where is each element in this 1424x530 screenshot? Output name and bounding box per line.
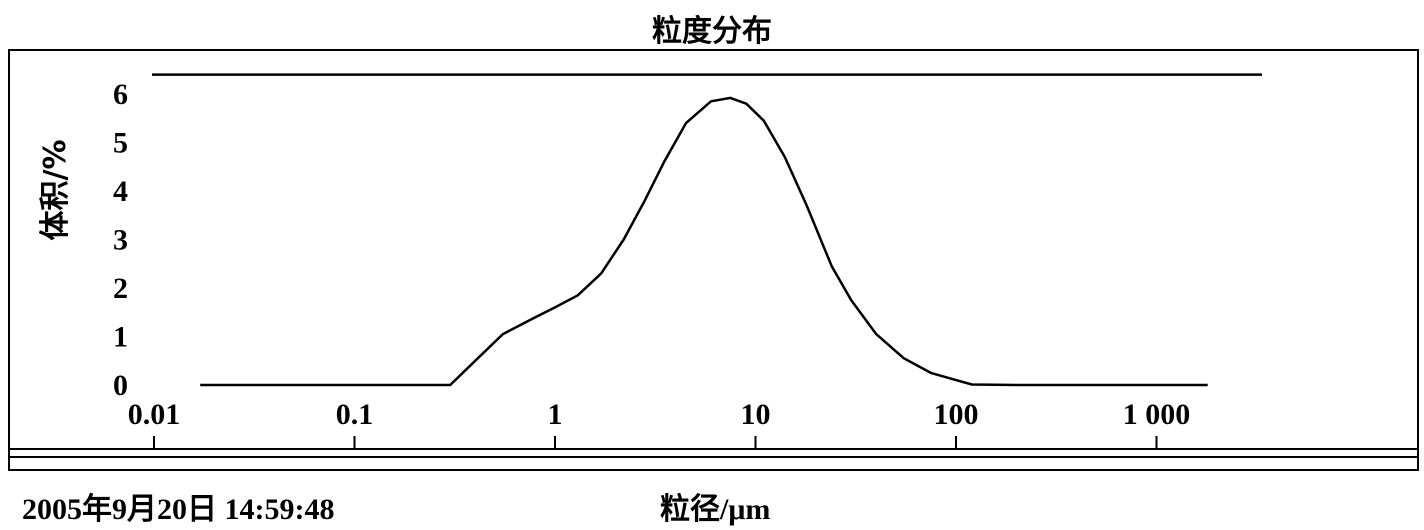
- y-tick-label: 1: [113, 321, 128, 354]
- chart-frame: [8, 49, 1419, 471]
- x-tick-label: 100: [934, 398, 979, 431]
- x-tick-label: 1 000: [1123, 398, 1191, 431]
- y-tick-label: 4: [113, 175, 128, 208]
- x-tick-label: 1: [548, 398, 563, 431]
- x-axis-label: 粒径/μm: [660, 493, 771, 526]
- x-tick-label: 10: [741, 398, 771, 431]
- x-tick-label: 0.01: [128, 398, 181, 431]
- x-tick-label: 0.1: [336, 398, 374, 431]
- y-tick-label: 6: [113, 78, 128, 111]
- y-axis-label: 体积/%: [38, 139, 73, 241]
- y-tick-label: 2: [113, 272, 128, 305]
- y-tick-label: 0: [113, 369, 128, 402]
- chart-title: 粒度分布: [652, 14, 772, 49]
- y-tick-label: 5: [113, 127, 128, 160]
- y-tick-label: 3: [113, 224, 128, 257]
- footer-datetime: 2005年9月20日 14:59:48: [22, 493, 335, 526]
- distribution-curve: [200, 96, 1208, 387]
